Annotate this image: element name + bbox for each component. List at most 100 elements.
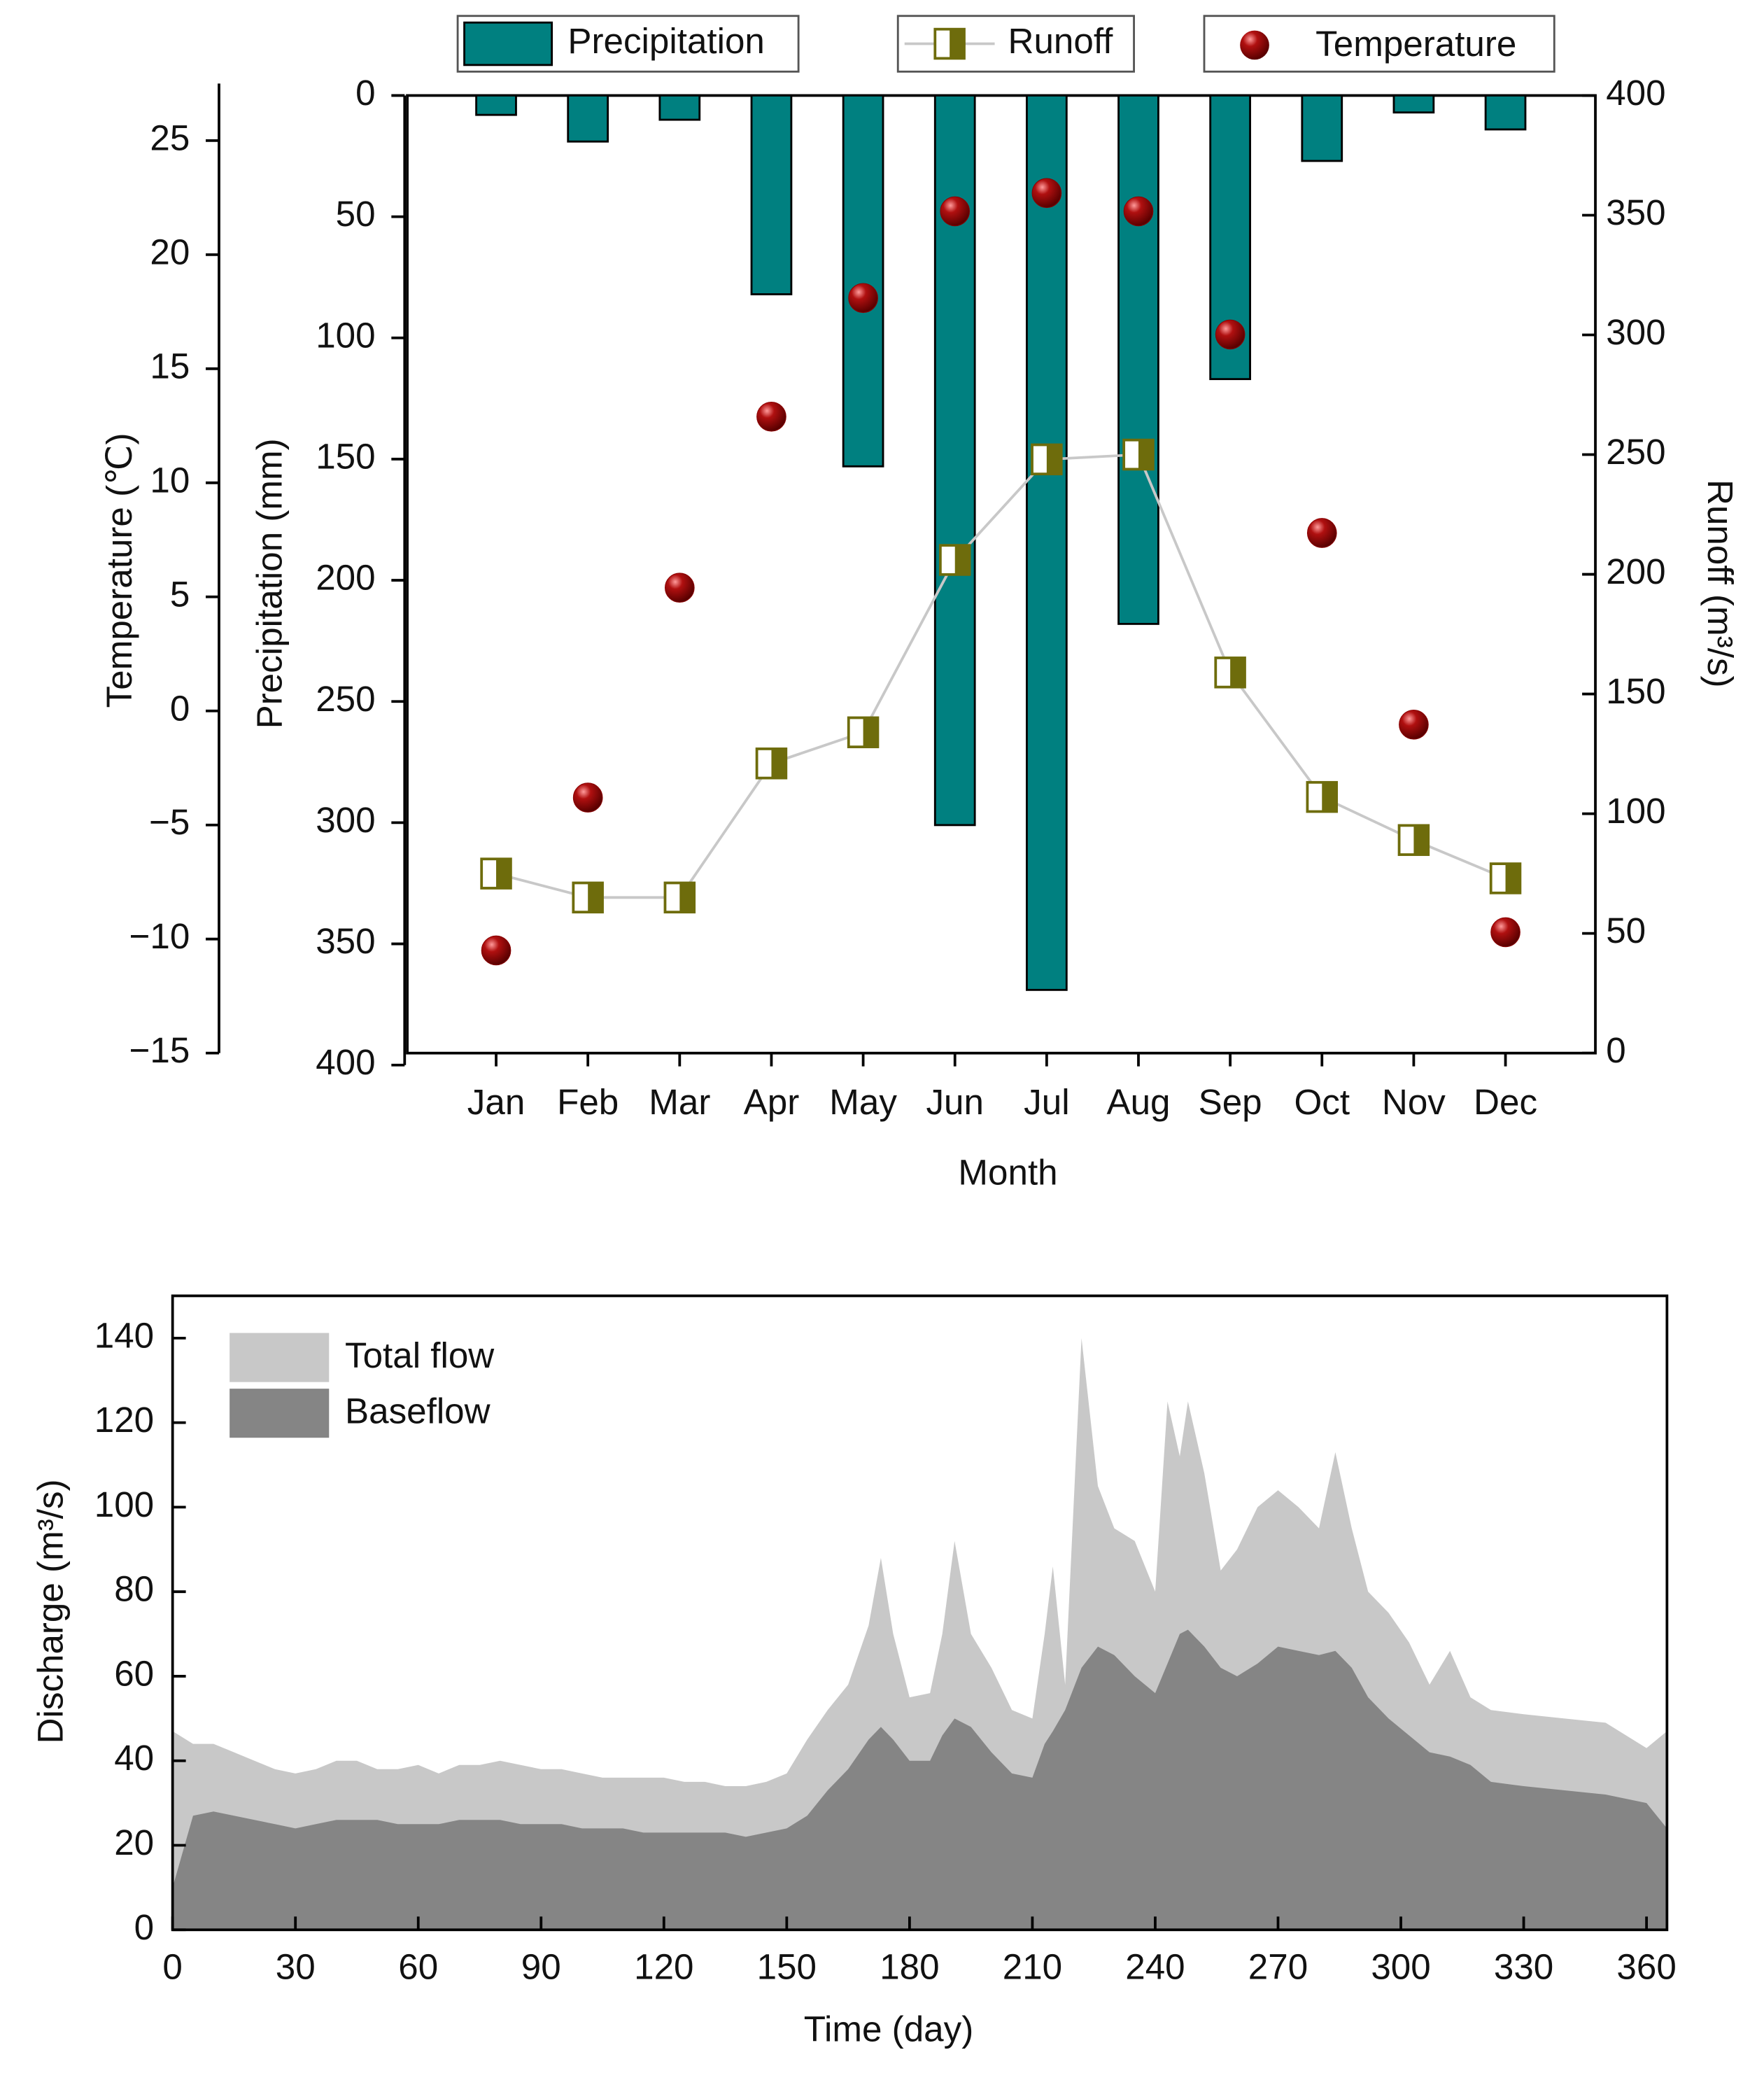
x-axis-label: Month [958,1153,1057,1193]
y3-tick-label: 10 [150,460,190,500]
runoff-marker-half [666,884,680,911]
bar [1392,94,1435,114]
y-tick-label: 400 [316,1042,375,1082]
x-tick-label: 300 [1371,1947,1430,1987]
y3-tick-label: 15 [150,346,190,386]
x-tick-label: 60 [398,1947,438,1987]
temperature-point [572,782,603,813]
x-tick-label: 0 [162,1947,182,1987]
runoff-marker-half [941,547,955,573]
runoff-marker-half [1125,441,1139,468]
y-tick-label: 20 [114,1823,154,1862]
x-tick-label: 330 [1494,1947,1553,1987]
x-tick-label: Mar [649,1082,710,1122]
y-tick-label: 50 [336,194,376,234]
legend-swatch [230,1333,330,1382]
y2-tick-label: 100 [1606,791,1665,831]
x-tick-label: Apr [744,1082,800,1122]
temperature-point [848,283,878,314]
legend-swatch [230,1389,330,1438]
legend-label: Runoff [1008,21,1114,61]
runoff-marker-half [758,750,772,777]
y-tick-label: 0 [134,1907,154,1947]
x-tick-label: Sep [1199,1082,1262,1122]
y-tick-label: 350 [316,921,375,961]
y2-tick-label: 150 [1606,671,1665,711]
legend-point [1240,30,1269,60]
y3-axis-label: Temperature (℃) [99,433,139,708]
y3-tick-label: −10 [129,916,190,956]
y-tick-label: 40 [114,1738,154,1778]
bar [1484,94,1527,131]
x-axis-label: Time (day) [804,2009,974,2049]
bar [658,94,701,121]
bar [1117,94,1159,625]
x-tick-label: Oct [1294,1082,1350,1122]
y2-tick-label: 300 [1606,312,1665,352]
x-tick-label: 120 [634,1947,693,1987]
y3-tick-label: −15 [129,1030,190,1070]
y-tick-label: 0 [355,73,375,113]
y-tick-label: 150 [316,436,375,476]
x-tick-label: Dec [1474,1082,1537,1122]
legend-label: Total flow [345,1335,495,1375]
temperature-point [1306,518,1337,548]
x-tick-label: 30 [276,1947,316,1987]
runoff-marker-half [849,719,863,746]
x-tick-label: Aug [1106,1082,1170,1122]
x-tick-label: 240 [1125,1947,1185,1987]
temperature-point [940,196,971,227]
runoff-marker-half [574,884,588,911]
area [172,1629,1667,1930]
runoff-marker-half [1400,827,1414,854]
y-tick-label: 100 [94,1484,154,1524]
runoff-marker-half [1033,446,1047,473]
y2-tick-label: 400 [1606,73,1665,113]
legend-label: Precipitation [567,21,765,61]
x-tick-label: 360 [1616,1947,1676,1987]
temperature-point [1399,709,1429,740]
y2-axis-label: Runoff (m³/s) [1700,479,1740,688]
x-tick-label: May [829,1082,897,1122]
legend-label: Baseflow [345,1391,491,1431]
temperature-point [756,401,786,432]
legend-swatch [463,21,553,66]
y3-tick-label: 25 [150,118,190,157]
runoff-line [495,453,1507,899]
temperature-point [1490,917,1520,948]
y3-tick-label: 0 [170,688,190,728]
bar [567,94,609,143]
bar [1026,94,1068,991]
y3-tick-label: 5 [170,574,190,614]
bar [842,94,884,468]
y2-tick-label: 50 [1606,911,1646,950]
x-tick-label: Jul [1024,1082,1069,1122]
plot-frame [171,1294,1669,1932]
x-tick-label: 180 [880,1947,939,1987]
y-tick-label: 200 [316,558,375,598]
y3-tick-label: 20 [150,232,190,272]
temperature-point [1215,319,1246,350]
x-tick-label: 150 [757,1947,817,1987]
x-tick-label: 210 [1003,1947,1062,1987]
y-tick-label: 60 [114,1653,154,1693]
bar [475,94,517,116]
temperature-point [664,573,695,603]
y-tick-label: 120 [94,1400,154,1440]
y2-tick-label: 350 [1606,192,1665,232]
temperature-point [1031,178,1062,209]
runoff-marker-half [936,30,950,57]
runoff-marker-half [1492,865,1506,892]
bar [1301,94,1343,162]
bar [750,94,793,295]
runoff-marker-half [1308,783,1322,810]
x-tick-label: Jan [467,1082,525,1122]
y2-tick-label: 200 [1606,552,1665,591]
y-tick-label: 100 [316,315,375,355]
y-tick-label: 300 [316,800,375,840]
y-tick-label: 140 [94,1315,154,1355]
y-axis-label: Precipitation (mm) [249,438,289,729]
legend-label: Temperature [1315,24,1516,64]
